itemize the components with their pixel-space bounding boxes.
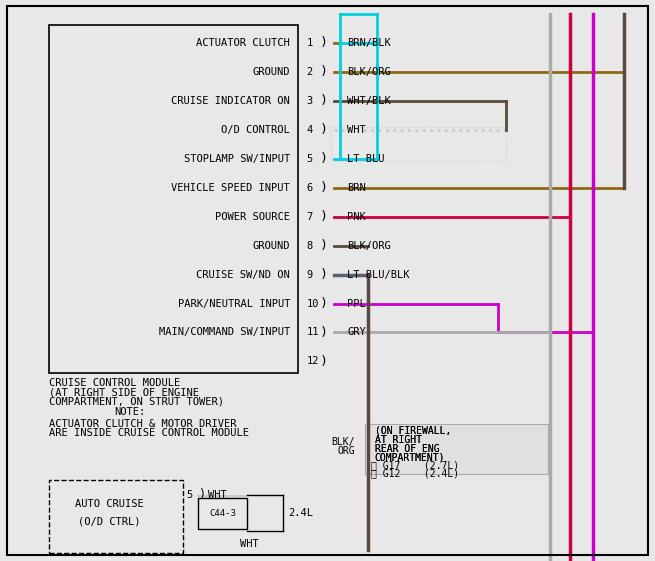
Text: 9: 9	[307, 269, 313, 279]
Text: 3: 3	[307, 95, 313, 105]
Text: ): )	[320, 181, 328, 194]
Text: ): )	[320, 65, 328, 78]
Text: (ON FIREWALL,: (ON FIREWALL,	[375, 426, 451, 436]
Text: ACTUATOR CLUTCH: ACTUATOR CLUTCH	[196, 38, 290, 48]
Text: 1: 1	[307, 38, 313, 48]
Text: WHT: WHT	[240, 539, 259, 549]
Bar	[365, 424, 548, 474]
Text: WHT: WHT	[347, 125, 366, 135]
Text: ): )	[198, 489, 205, 502]
Text: BRN/BLK: BRN/BLK	[347, 38, 391, 48]
Bar	[49, 480, 183, 553]
Text: 5: 5	[187, 490, 193, 500]
Text: C44-3: C44-3	[209, 509, 236, 518]
Text: ): )	[320, 94, 328, 107]
Text: GROUND: GROUND	[253, 67, 290, 77]
Text: 12: 12	[307, 356, 319, 366]
Text: BLK/ORG: BLK/ORG	[347, 241, 391, 251]
Text: O/D CONTROL: O/D CONTROL	[221, 125, 290, 135]
Text: VEHICLE SPEED INPUT: VEHICLE SPEED INPUT	[172, 182, 290, 192]
Text: ⏚ G17    (2.7L): ⏚ G17 (2.7L)	[371, 461, 460, 471]
Text: AT RIGHT: AT RIGHT	[375, 435, 422, 445]
Text: 6: 6	[307, 182, 313, 192]
Text: REAR OF ENG: REAR OF ENG	[375, 444, 440, 454]
Text: ): )	[320, 326, 328, 339]
Text: COMPARTMENT, ON STRUT TOWER): COMPARTMENT, ON STRUT TOWER)	[49, 397, 224, 407]
Text: 8: 8	[307, 241, 313, 251]
Text: 5: 5	[307, 154, 313, 164]
Text: (AT RIGHT SIDE OF ENGINE: (AT RIGHT SIDE OF ENGINE	[49, 387, 199, 397]
Text: CRUISE INDICATOR ON: CRUISE INDICATOR ON	[172, 95, 290, 105]
Text: WHT: WHT	[208, 490, 227, 500]
Bar	[331, 127, 506, 162]
Text: 7: 7	[307, 211, 313, 222]
Text: 10: 10	[307, 298, 319, 309]
Text: 2: 2	[307, 67, 313, 77]
Text: AUTO CRUISE: AUTO CRUISE	[75, 499, 144, 509]
Text: ): )	[320, 152, 328, 165]
Text: NOTE:: NOTE:	[115, 407, 146, 417]
Text: ): )	[320, 123, 328, 136]
Text: POWER SOURCE: POWER SOURCE	[215, 211, 290, 222]
Text: PPL: PPL	[347, 298, 366, 309]
Text: ): )	[320, 239, 328, 252]
Text: (ON FIREWALL,: (ON FIREWALL,	[375, 426, 451, 436]
Text: COMPARTMENT): COMPARTMENT)	[375, 453, 445, 463]
Text: STOPLAMP SW/INPUT: STOPLAMP SW/INPUT	[184, 154, 290, 164]
Text: REAR OF ENG: REAR OF ENG	[375, 444, 440, 454]
Bar	[198, 498, 247, 528]
Text: 11: 11	[307, 328, 319, 338]
Text: WHT/BLK: WHT/BLK	[347, 95, 391, 105]
Text: ): )	[320, 268, 328, 281]
Text: ACTUATOR CLUTCH & MOTOR DRIVER: ACTUATOR CLUTCH & MOTOR DRIVER	[49, 419, 236, 429]
Text: GRY: GRY	[347, 328, 366, 338]
Text: BRN: BRN	[347, 182, 366, 192]
Text: (O/D CTRL): (O/D CTRL)	[79, 517, 141, 527]
Text: ORG: ORG	[337, 446, 355, 456]
Text: COMPARTMENT): COMPARTMENT)	[375, 453, 445, 463]
Text: BLK/: BLK/	[331, 437, 355, 447]
Text: GROUND: GROUND	[253, 241, 290, 251]
Text: ): )	[320, 297, 328, 310]
Text: PNK: PNK	[347, 211, 366, 222]
Bar	[49, 25, 298, 373]
Text: LT BLU: LT BLU	[347, 154, 384, 164]
Text: CRUISE CONTROL MODULE: CRUISE CONTROL MODULE	[49, 378, 180, 388]
Text: 2.4L: 2.4L	[288, 508, 313, 518]
Text: 4: 4	[307, 125, 313, 135]
Text: AT RIGHT: AT RIGHT	[375, 435, 422, 445]
Text: PARK/NEUTRAL INPUT: PARK/NEUTRAL INPUT	[178, 298, 290, 309]
Text: BLK/ORG: BLK/ORG	[347, 67, 391, 77]
Text: ): )	[320, 355, 328, 368]
Text: LT BLU/BLK: LT BLU/BLK	[347, 269, 409, 279]
Text: ): )	[320, 210, 328, 223]
Text: ARE INSIDE CRUISE CONTROL MODULE: ARE INSIDE CRUISE CONTROL MODULE	[49, 428, 249, 438]
Text: CRUISE SW/ND ON: CRUISE SW/ND ON	[196, 269, 290, 279]
Text: ⏚ G12    (2.4L): ⏚ G12 (2.4L)	[371, 468, 460, 478]
Text: MAIN/COMMAND SW/INPUT: MAIN/COMMAND SW/INPUT	[159, 328, 290, 338]
Text: ): )	[320, 36, 328, 49]
